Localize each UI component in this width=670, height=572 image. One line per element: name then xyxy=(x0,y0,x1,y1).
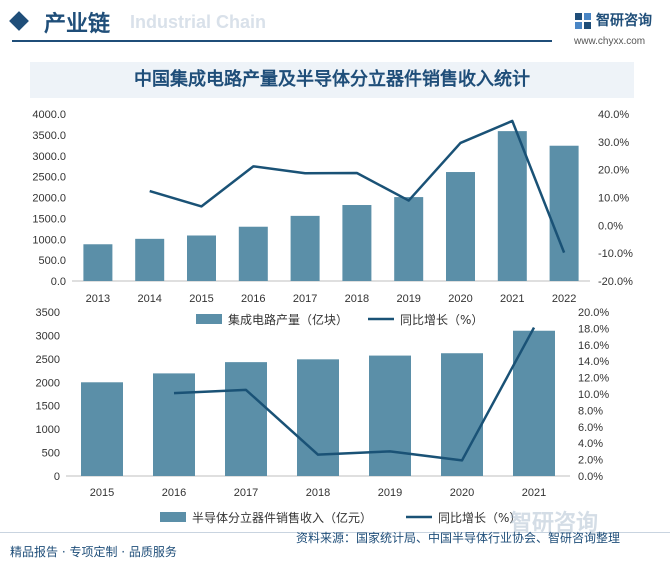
logo-name: 智研咨询 xyxy=(596,13,652,29)
header: Industrial Chain 产业链 智研咨询 www.chyxx.com xyxy=(0,0,670,50)
header-divider xyxy=(12,40,552,42)
y-left-tick-label: 3500.0 xyxy=(32,130,66,142)
bar xyxy=(290,215,320,281)
y-right-tick-label: -10.0% xyxy=(598,248,633,260)
y-left-tick-label: 1000 xyxy=(36,424,60,436)
y-right-tick-label: 2.0% xyxy=(578,455,603,467)
bar xyxy=(394,197,424,281)
y-left-tick-label: 2500.0 xyxy=(32,172,66,184)
y-right-tick-label: 4.0% xyxy=(578,438,603,450)
y-left-tick-label: 500 xyxy=(42,448,60,460)
y-right-tick-label: 40.0% xyxy=(598,109,629,121)
footer-divider xyxy=(0,532,670,533)
series-line xyxy=(173,326,536,462)
logo-icon xyxy=(575,13,591,29)
x-tick-label: 2018 xyxy=(345,293,369,305)
legend-bar-label: 半导体分立器件销售收入（亿元） xyxy=(192,510,372,525)
y-left-tick-label: 3000.0 xyxy=(32,151,66,163)
header-title: 产业链 xyxy=(44,12,111,37)
x-tick-label: 2021 xyxy=(522,487,546,499)
bar xyxy=(135,238,165,281)
y-left-tick-label: 500.0 xyxy=(38,255,66,267)
bar xyxy=(441,353,483,476)
y-right-tick-label: 0.0% xyxy=(578,471,603,483)
bar xyxy=(446,172,475,281)
bar xyxy=(83,244,113,281)
bar xyxy=(297,359,339,476)
x-tick-label: 2022 xyxy=(552,293,576,305)
x-tick-label: 2020 xyxy=(448,293,472,305)
y-left-tick-label: 1000.0 xyxy=(32,234,66,246)
x-tick-label: 2018 xyxy=(306,487,330,499)
x-tick-label: 2015 xyxy=(90,487,114,499)
y-right-tick-label: 16.0% xyxy=(578,340,609,352)
y-right-tick-label: -20.0% xyxy=(598,276,633,288)
footer-source: 资料来源：国家统计局、中国半导体行业协会、智研咨询整理 xyxy=(296,531,621,545)
bar xyxy=(369,355,411,476)
legend-bar-swatch xyxy=(160,512,186,522)
x-tick-label: 2019 xyxy=(396,293,420,305)
header-background-text: Industrial Chain xyxy=(130,12,267,32)
logo-url: www.chyxx.com xyxy=(574,36,646,47)
y-left-tick-label: 3000 xyxy=(36,330,60,342)
y-right-tick-label: 20.0% xyxy=(578,307,609,319)
chart-title: 中国集成电路产量及半导体分立器件销售收入统计 xyxy=(30,62,634,98)
y-left-tick-label: 0.0 xyxy=(51,276,66,288)
legend-line-label: 同比增长（%） xyxy=(438,511,521,525)
y-right-tick-label: 10.0% xyxy=(598,193,629,205)
y-right-tick-label: 20.0% xyxy=(598,165,629,177)
y-left-tick-label: 1500.0 xyxy=(32,213,66,225)
y-right-tick-label: 6.0% xyxy=(578,422,603,434)
x-tick-label: 2016 xyxy=(162,487,186,499)
x-tick-label: 2017 xyxy=(234,487,258,499)
x-tick-label: 2021 xyxy=(500,293,524,305)
y-right-tick-label: 10.0% xyxy=(578,389,609,401)
watermark-logo: 智研咨询 xyxy=(510,511,599,536)
y-left-tick-label: 1500 xyxy=(36,401,60,413)
y-right-tick-label: 14.0% xyxy=(578,356,609,368)
y-left-tick-label: 3500 xyxy=(36,307,60,319)
x-tick-label: 2015 xyxy=(189,293,213,305)
legend-bar-swatch xyxy=(196,314,222,324)
x-tick-label: 2016 xyxy=(241,293,265,305)
bar xyxy=(187,235,216,281)
x-tick-label: 2020 xyxy=(450,487,474,499)
y-left-tick-label: 0 xyxy=(54,471,60,483)
y-left-tick-label: 2500 xyxy=(36,354,60,366)
bar xyxy=(81,382,123,476)
x-tick-label: 2013 xyxy=(86,293,110,305)
y-right-tick-label: 30.0% xyxy=(598,137,629,149)
y-left-tick-label: 2000 xyxy=(36,377,60,389)
bar xyxy=(549,145,579,281)
y-left-tick-label: 4000.0 xyxy=(32,109,66,121)
y-right-tick-label: 8.0% xyxy=(578,405,603,417)
bar xyxy=(342,205,372,281)
y-right-tick-label: 12.0% xyxy=(578,373,609,385)
x-tick-label: 2014 xyxy=(137,293,161,305)
y-right-tick-label: 18.0% xyxy=(578,323,609,335)
footer-slogan: 精品报告 · 专项定制 · 品质服务 xyxy=(10,545,177,559)
legend-bar-label: 集成电路产量（亿块） xyxy=(228,312,348,327)
series-line xyxy=(149,119,566,254)
y-right-tick-label: 0.0% xyxy=(598,220,623,232)
bar xyxy=(497,131,527,281)
legend-line-label: 同比增长（%） xyxy=(400,313,483,327)
bar xyxy=(225,362,267,476)
x-tick-label: 2017 xyxy=(293,293,317,305)
bar xyxy=(153,373,195,476)
x-tick-label: 2019 xyxy=(378,487,402,499)
y-left-tick-label: 2000.0 xyxy=(32,193,66,205)
bar xyxy=(238,226,268,281)
